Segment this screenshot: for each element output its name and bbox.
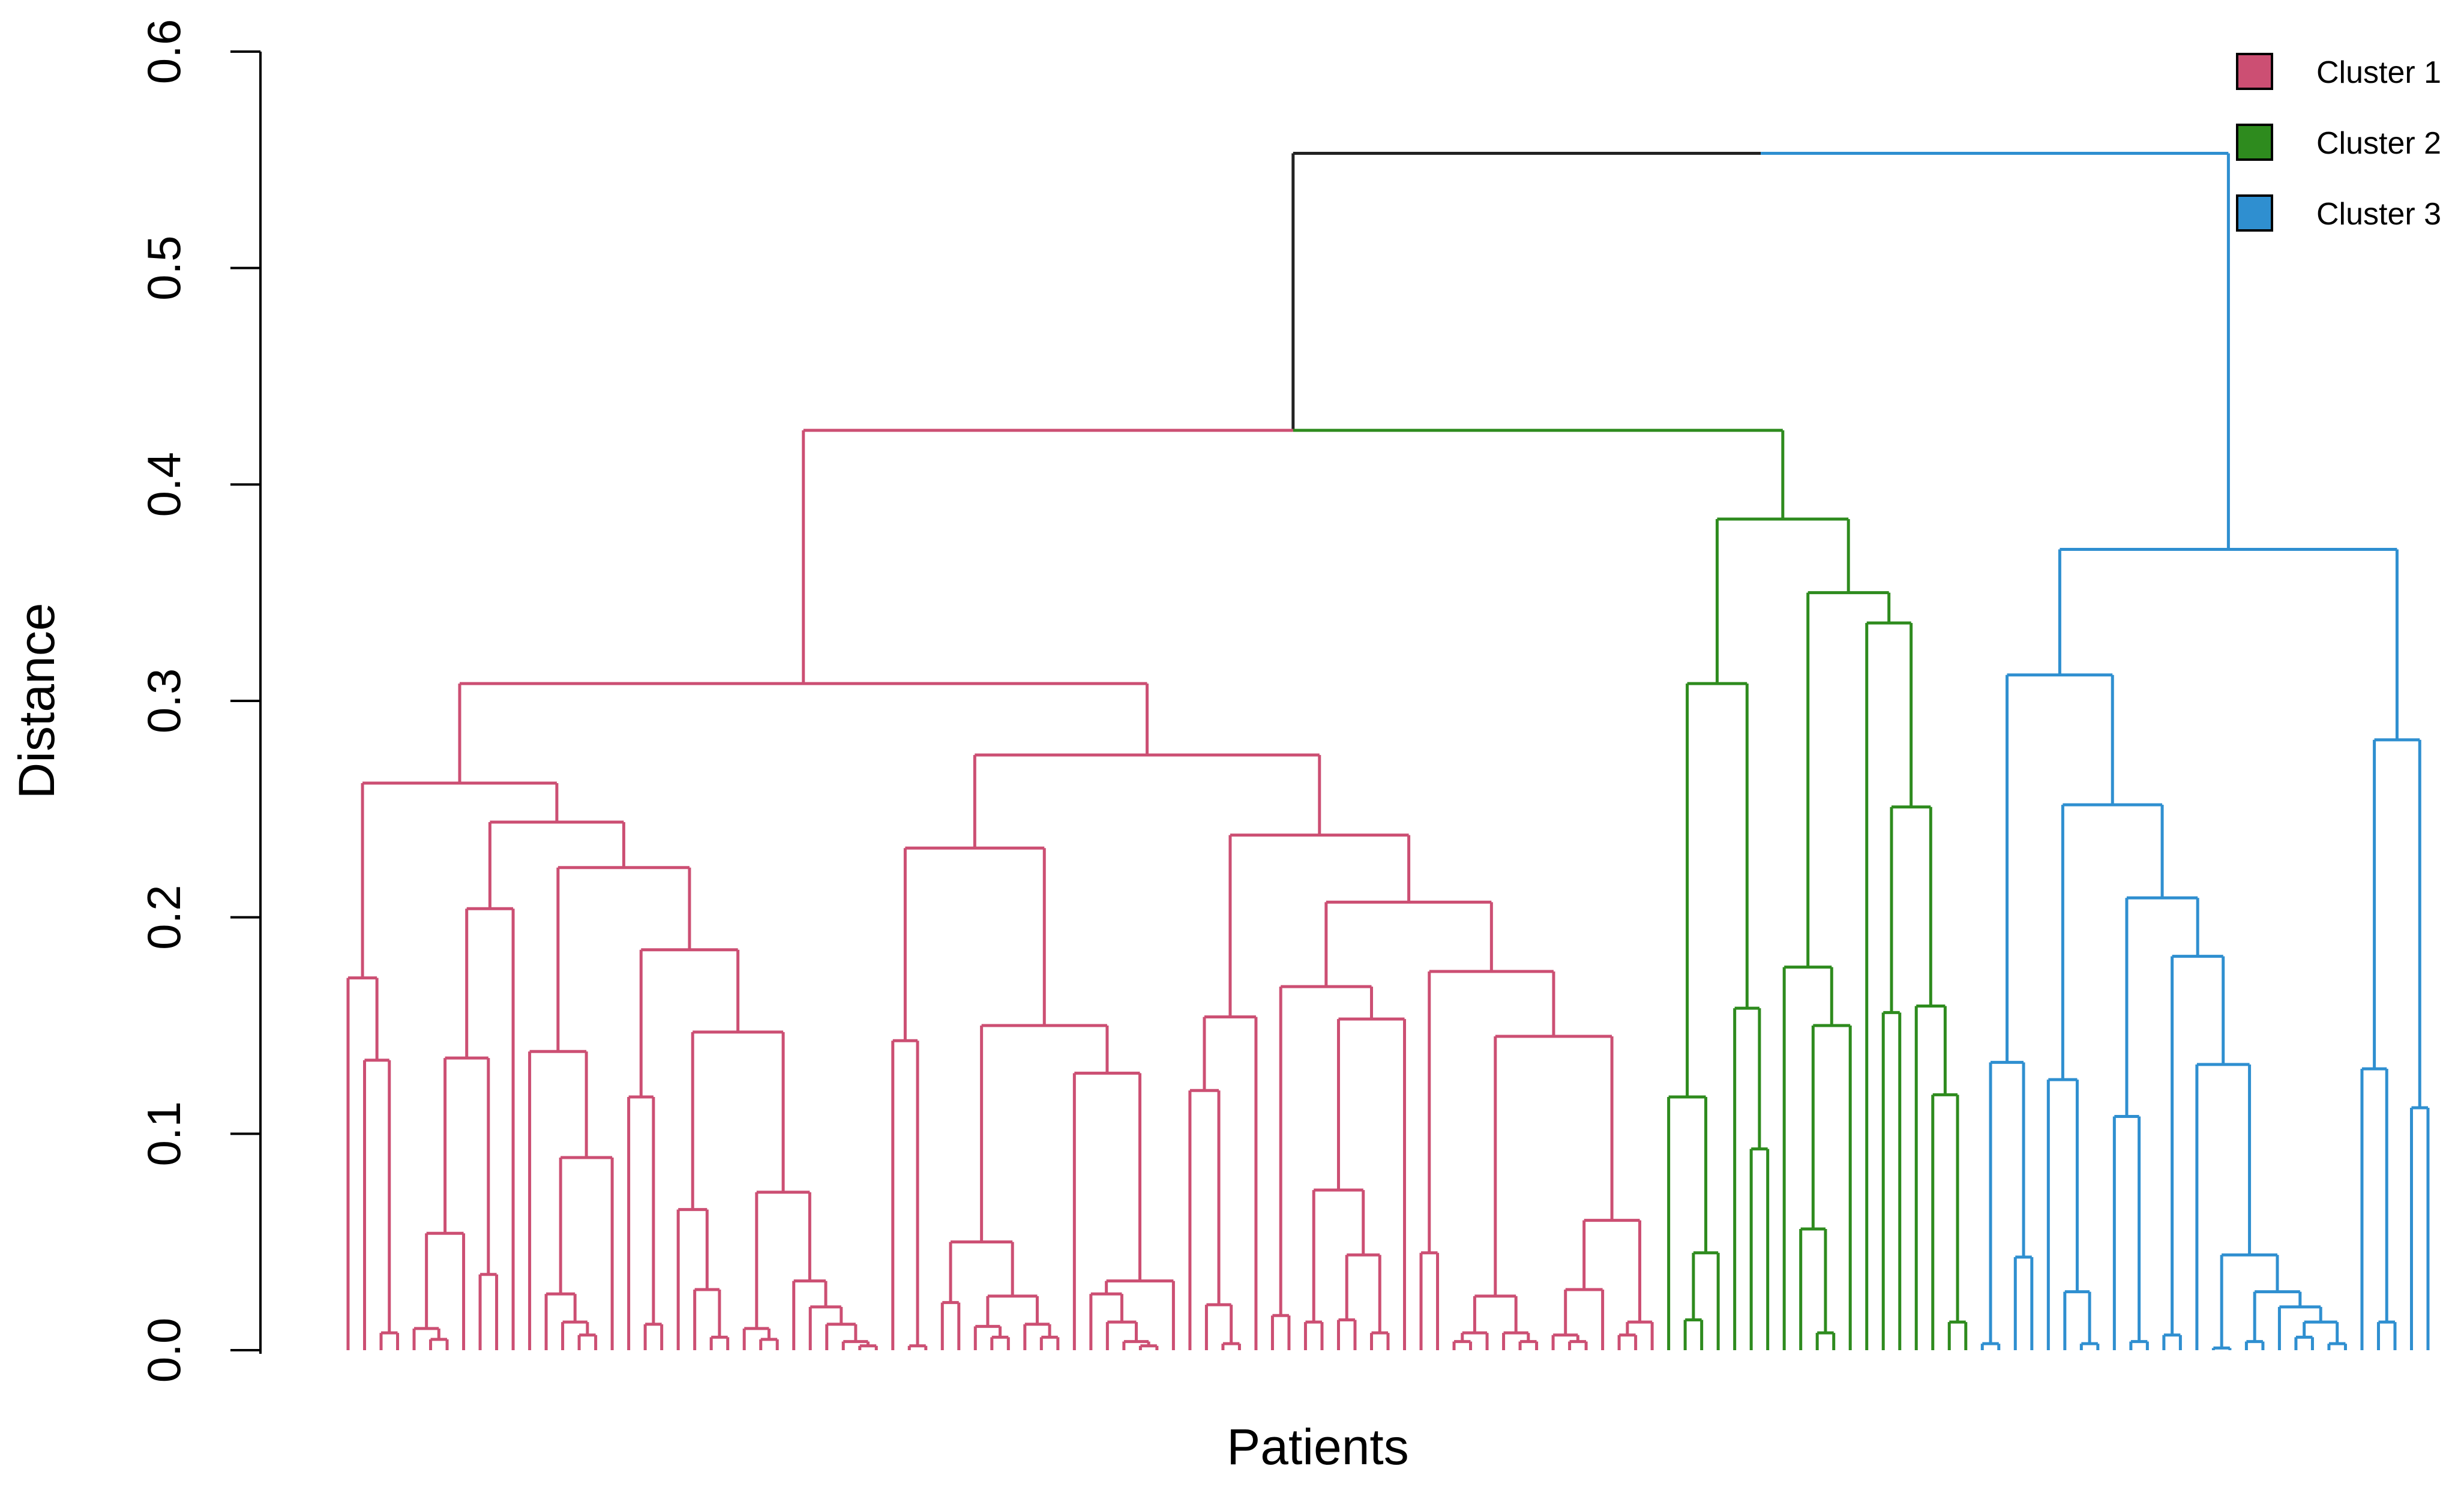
- y-axis-title: Distance: [8, 603, 65, 799]
- y-tick-label-4: 0.4: [137, 452, 190, 517]
- y-tick-label-6: 0.6: [137, 19, 190, 84]
- legend-label-cluster-3: Cluster 3: [2316, 197, 2441, 232]
- y-tick-label-2: 0.2: [137, 885, 190, 949]
- legend-swatch-cluster-3: [2236, 194, 2273, 232]
- y-tick-label-1: 0.1: [137, 1101, 190, 1166]
- y-axis: 0.0 0.1 0.2 0.3 0.4 0.5 0.6: [137, 19, 262, 1383]
- legend-swatch-cluster-2: [2236, 124, 2273, 161]
- legend-swatch-cluster-1: [2236, 53, 2273, 90]
- y-tick-label-3: 0.3: [137, 668, 190, 733]
- y-ticks: 0.0 0.1 0.2 0.3 0.4 0.5 0.6: [137, 19, 260, 1383]
- y-tick-label-5: 0.5: [137, 235, 190, 300]
- legend-label-cluster-2: Cluster 2: [2316, 126, 2441, 161]
- legend-label-cluster-1: Cluster 1: [2316, 55, 2441, 90]
- x-axis-title: Patients: [1227, 1419, 1409, 1475]
- dendrogram-branches: [346, 152, 2430, 1350]
- legend: Cluster 1 Cluster 2 Cluster 3: [2236, 53, 2441, 232]
- y-tick-label-0: 0.0: [137, 1318, 190, 1383]
